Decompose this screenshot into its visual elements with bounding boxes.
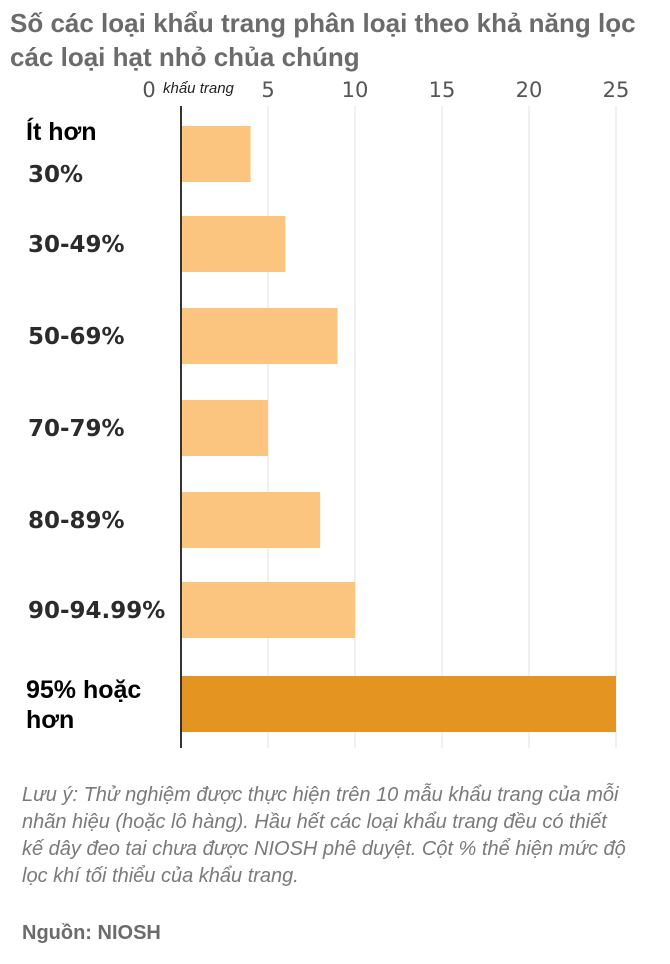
labels: 0 5 10 15 20 25 khẩu trang Ít hơn 30% 30-49% 50-69…: [26, 78, 629, 734]
grid-lines: [267, 106, 617, 748]
category-label: 50-69%: [28, 324, 125, 350]
x-axis-unit-label: khẩu trang: [163, 80, 235, 97]
x-tick-label: 20: [516, 78, 543, 102]
chart-source: Nguồn: NIOSH: [22, 922, 161, 944]
x-tick-label: 25: [603, 78, 630, 102]
category-label: Ít hơn 30%: [26, 117, 97, 188]
bar-2: [181, 308, 338, 364]
bar-0: [181, 126, 251, 182]
bars: [181, 126, 616, 732]
category-label: 80-89%: [28, 508, 125, 534]
category-label: 30-49%: [28, 232, 125, 258]
x-tick-label: 5: [261, 78, 274, 102]
bar-3: [181, 400, 268, 456]
category-label: 95% hoặc hơn: [26, 676, 141, 734]
category-label: 70-79%: [28, 416, 125, 442]
chart-note: Lưu ý: Thử nghiệm được thực hiện trên 10…: [22, 784, 626, 887]
bar-5: [181, 582, 355, 638]
x-tick-label: 0: [142, 78, 155, 102]
bar-chart: 0 5 10 15 20 25 khẩu trang Ít hơn 30% 30-49% 50-69…: [26, 78, 629, 748]
x-tick-label: 10: [342, 78, 369, 102]
bar-1: [181, 216, 286, 272]
bar-4: [181, 492, 321, 548]
x-tick-label: 15: [429, 78, 456, 102]
chart-title: Số các loại khẩu trang phân loại theo kh…: [10, 8, 636, 72]
category-label: 90-94.99%: [28, 598, 165, 624]
bar-6: [181, 676, 616, 732]
